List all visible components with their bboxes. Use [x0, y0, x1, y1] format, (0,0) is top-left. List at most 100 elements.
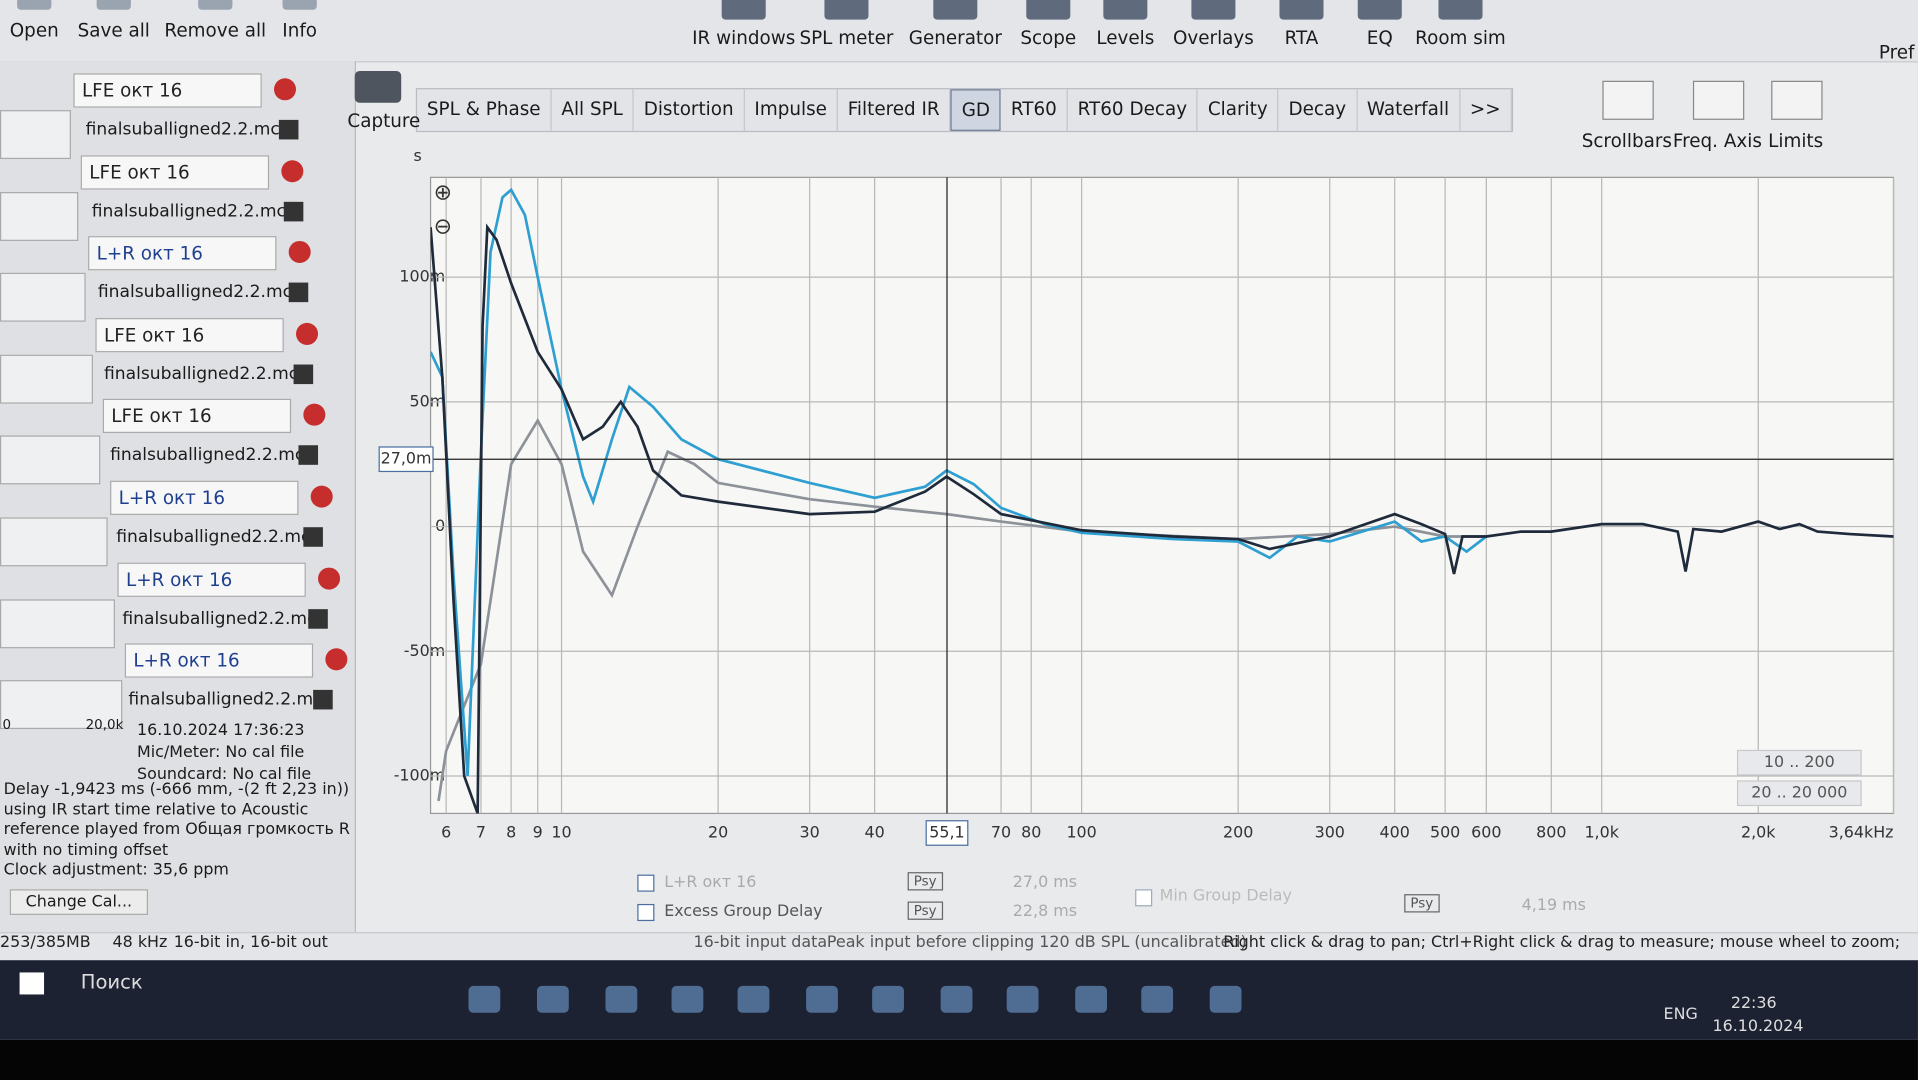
measurement-name[interactable]: LFE окт 16: [95, 317, 284, 353]
info-line: using IR start time relative to Acoustic: [3, 800, 309, 819]
measurement-file[interactable]: finalsuballigned2.2.mc: [110, 445, 305, 466]
toolbar-button[interactable]: Pref: [1878, 41, 1915, 64]
graph-tab[interactable]: Decay: [1279, 89, 1358, 131]
x-tick-label: 20: [708, 822, 728, 841]
measurement-name[interactable]: LFE окт 16: [102, 399, 292, 434]
legend-checkbox[interactable]: [1135, 889, 1153, 907]
psy-button[interactable]: Psy: [907, 872, 943, 891]
remove-button[interactable]: [281, 159, 304, 182]
graph-tab[interactable]: Waterfall: [1357, 89, 1461, 131]
graph-tab[interactable]: All SPL: [552, 89, 634, 131]
graph-tab[interactable]: GD: [950, 89, 1002, 131]
legend-checkbox[interactable]: [637, 874, 655, 892]
control-icon: [1602, 80, 1654, 120]
thumbnail-label: 0: [2, 717, 12, 733]
taskbar-app[interactable]: [468, 985, 501, 1013]
remove-button[interactable]: [273, 78, 297, 101]
measurement-file[interactable]: finalsuballigned2.2.mc: [97, 282, 293, 303]
measurement-file[interactable]: finalsuballigned2.2.mc: [103, 364, 299, 384]
measurement-file[interactable]: finalsuballigned2.2.mc: [85, 119, 280, 140]
measurement-name[interactable]: L+R окт 16: [88, 236, 277, 271]
gd-curve: [437, 417, 1487, 802]
measurement-name[interactable]: L+R окт 16: [117, 562, 306, 597]
measurement-file[interactable]: finalsuballigned2.2.mc: [116, 527, 311, 547]
toolbar-button[interactable]: IR windows: [692, 26, 796, 49]
range-button[interactable]: 20 .. 20 000: [1736, 780, 1862, 807]
toolbar-icon: [1357, 0, 1402, 20]
change-cal-button[interactable]: Change Cal...: [9, 889, 148, 915]
taskbar-app[interactable]: [1209, 985, 1242, 1013]
toolbar-icon: [1191, 0, 1236, 20]
toolbar-button[interactable]: Remove all: [164, 19, 267, 42]
taskbar-app[interactable]: [737, 985, 770, 1013]
legend-label[interactable]: L+R окт 16: [664, 873, 757, 892]
x-tick-label: 10: [551, 822, 571, 841]
measurement-file[interactable]: finalsuballigned2.2.mc: [91, 201, 286, 221]
graph-tab[interactable]: RT60: [1001, 89, 1068, 131]
toolbar-button[interactable]: SPL meter: [799, 26, 894, 49]
control-button[interactable]: Scrollbars: [1581, 129, 1672, 152]
taskbar-app[interactable]: [671, 985, 704, 1013]
toolbar-button[interactable]: RTA: [1284, 26, 1319, 49]
remove-button[interactable]: [310, 485, 333, 508]
start-button[interactable]: [19, 972, 45, 995]
measurement-detail: Mic/Meter: No cal file: [136, 743, 305, 763]
toolbar-button[interactable]: EQ: [1366, 26, 1393, 49]
remove-button[interactable]: [325, 648, 348, 671]
x-tick-label: 9: [533, 822, 543, 841]
search-box[interactable]: Поиск: [80, 969, 143, 994]
toolbar-button[interactable]: Overlays: [1172, 26, 1254, 49]
graph-tab[interactable]: Impulse: [745, 89, 838, 131]
range-button[interactable]: 10 .. 200: [1736, 749, 1862, 776]
psy-button[interactable]: Psy: [1404, 894, 1440, 913]
file-icon: [278, 119, 299, 140]
psy-button[interactable]: Psy: [907, 901, 943, 920]
graph-tab[interactable]: RT60 Decay: [1068, 89, 1199, 131]
info-line: with no timing offset: [3, 840, 169, 860]
remove-button[interactable]: [288, 241, 311, 264]
toolbar-button[interactable]: Levels: [1096, 26, 1155, 49]
measurement-name[interactable]: LFE окт 16: [80, 154, 270, 190]
graph-tab[interactable]: Clarity: [1198, 89, 1279, 131]
legend-value: 27,0 ms: [1012, 873, 1078, 892]
control-button[interactable]: Limits: [1768, 129, 1824, 152]
toolbar-button[interactable]: Info: [282, 19, 318, 42]
measurement-name[interactable]: L+R окт 16: [110, 480, 299, 515]
taskbar-app[interactable]: [536, 985, 569, 1013]
toolbar-button[interactable]: Open: [9, 19, 59, 42]
capture-button[interactable]: Capture: [347, 110, 421, 133]
toolbar-button[interactable]: Save all: [77, 19, 150, 42]
graph-tab[interactable]: Distortion: [634, 89, 745, 131]
taskbar-app[interactable]: [940, 985, 973, 1013]
file-icon: [303, 527, 323, 547]
taskbar-app[interactable]: [806, 985, 838, 1013]
remove-button[interactable]: [296, 322, 319, 345]
legend-label[interactable]: Min Group Delay: [1159, 886, 1292, 906]
legend-label[interactable]: Excess Group Delay: [664, 902, 823, 922]
remove-button[interactable]: [303, 404, 326, 427]
toolbar-button[interactable]: Generator: [908, 26, 1002, 49]
taskbar-app[interactable]: [872, 985, 904, 1013]
x-tick-label: 70: [991, 822, 1011, 841]
x-tick-label: 6: [441, 822, 451, 841]
taskbar-app[interactable]: [1006, 985, 1039, 1013]
measurement-file[interactable]: finalsuballigned2.2.mc: [128, 690, 323, 710]
toolbar-icon: [824, 0, 869, 20]
graph-tab[interactable]: >>: [1460, 89, 1512, 131]
control-button[interactable]: Freq. Axis: [1672, 129, 1762, 152]
toolbar-button[interactable]: Scope: [1020, 26, 1077, 49]
measurement-file[interactable]: finalsuballigned2.2.mc: [122, 608, 317, 629]
measurement-name[interactable]: L+R окт 16: [124, 643, 314, 678]
taskbar-app[interactable]: [1141, 985, 1174, 1013]
graph-tab[interactable]: SPL & Phase: [417, 89, 552, 131]
toolbar-button[interactable]: Room sim: [1415, 26, 1506, 49]
y-tick-label: -50m: [404, 641, 445, 660]
file-icon: [283, 201, 304, 221]
remove-button[interactable]: [318, 567, 341, 590]
legend-checkbox[interactable]: [637, 903, 655, 922]
taskbar-app[interactable]: [605, 985, 638, 1013]
measurement-name[interactable]: LFE окт 16: [73, 73, 262, 108]
taskbar-app[interactable]: [1075, 985, 1107, 1013]
graph-tab[interactable]: Filtered IR: [838, 89, 951, 131]
